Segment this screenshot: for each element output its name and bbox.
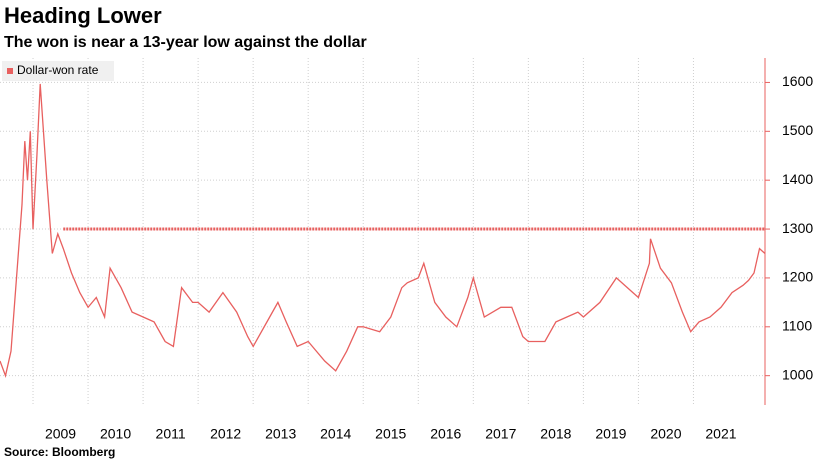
chart-subtitle: The won is near a 13-year low against th… [4, 34, 367, 51]
line [0, 83, 766, 378]
x-tick-label: 2012 [210, 426, 241, 442]
x-tick-label: 2014 [320, 426, 351, 442]
x-tick-label: 2016 [430, 426, 461, 442]
y-tick-label: 1500 [782, 122, 813, 138]
chart-title: Heading Lower [4, 3, 162, 28]
x-tick-label: 2010 [100, 426, 131, 442]
x-tick-label: 2019 [595, 426, 626, 442]
y-tick-label: 1200 [782, 269, 813, 285]
x-tick-label: 2021 [705, 426, 736, 442]
y-tick-label: 1600 [782, 73, 813, 89]
x-tick-label: 2020 [650, 426, 681, 442]
y-tick-label: 1000 [782, 366, 813, 382]
y-tick-label: 1400 [782, 171, 813, 187]
x-tick-label: 2009 [45, 426, 76, 442]
x-tick-label: 2011 [156, 426, 186, 442]
legend-label: Dollar-won rate [17, 63, 99, 77]
y-tick-label: 1300 [782, 220, 813, 236]
x-tick-label: 2015 [375, 426, 406, 442]
source: Source: Bloomberg [4, 445, 115, 459]
legend-box [2, 61, 114, 81]
y-tick-label: 1100 [782, 318, 812, 334]
x-tick-label: 2013 [265, 426, 296, 442]
legend-swatch [7, 68, 13, 74]
x-tick-label: 2017 [485, 426, 516, 442]
x-tick-label: 2018 [540, 426, 571, 442]
